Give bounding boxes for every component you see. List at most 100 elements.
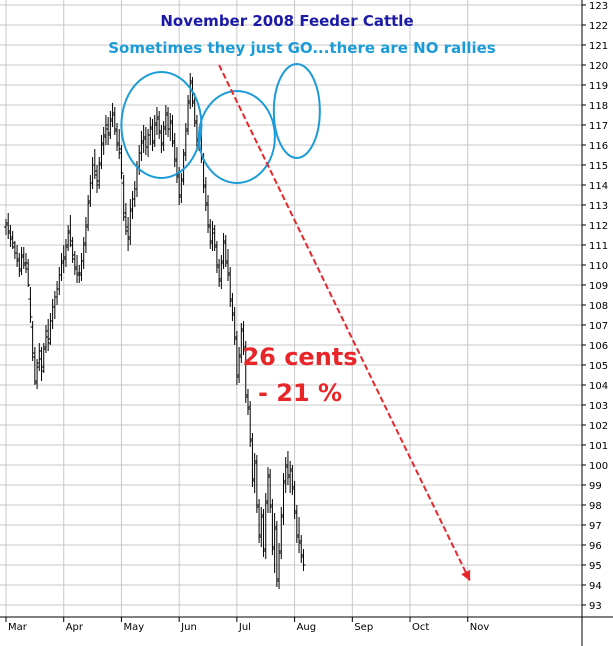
highlight-circle	[120, 71, 203, 179]
ohlc-bar	[188, 73, 193, 109]
ohlc-bar	[270, 499, 275, 555]
ohlc-bar	[285, 451, 290, 485]
ohlc-bar	[245, 389, 250, 415]
ohlc-bar	[230, 293, 235, 321]
ohlc-bar	[170, 115, 175, 147]
trend-arrow-line	[218, 64, 471, 582]
ohlc-bar	[139, 131, 144, 161]
grid-lines	[0, 0, 582, 617]
ohlc-bar	[68, 215, 73, 247]
y-tick-label: 115	[589, 161, 608, 172]
ohlc-bar	[206, 195, 211, 233]
ohlc-bar	[299, 535, 304, 563]
ohlc-bar	[237, 347, 242, 383]
ohlc-bar	[95, 165, 100, 193]
y-tick-label: 94	[589, 581, 602, 592]
ohlc-bar	[150, 119, 155, 151]
ohlc-bar	[268, 469, 273, 513]
ohlc-bar	[108, 111, 113, 139]
y-tick-label: 102	[589, 421, 608, 432]
x-tick-label: Apr	[66, 622, 84, 633]
ohlc-bar	[126, 217, 131, 251]
ohlc-bar	[81, 237, 86, 269]
ohlc-bar	[86, 195, 91, 231]
ohlc-bar	[179, 173, 184, 203]
ohlc-bar	[257, 499, 262, 543]
ohlc-bar	[63, 239, 68, 267]
ohlc-bar	[290, 465, 295, 495]
ohlc-bar	[83, 217, 88, 253]
ohlc-bar	[223, 235, 228, 267]
ohlc-bar	[128, 199, 133, 245]
ohlc-bar	[248, 401, 253, 447]
ohlc-bar	[168, 113, 173, 141]
ohlc-bar	[26, 259, 31, 287]
y-tick-label: 93	[589, 601, 602, 612]
ohlc-bar	[37, 343, 42, 371]
ohlc-bar	[181, 149, 186, 185]
x-tick-label: Jun	[180, 622, 197, 633]
y-tick-label: 118	[589, 101, 608, 112]
ohlc-bar	[39, 347, 44, 381]
ohlc-bar	[75, 255, 80, 283]
ohlc-bar	[61, 245, 66, 273]
ohlc-bar	[157, 111, 162, 139]
ohlc-bar	[243, 341, 248, 403]
y-tick-label: 121	[589, 41, 608, 52]
ohlc-bar	[141, 125, 146, 153]
ohlc-bar	[154, 107, 159, 135]
y-tick-label: 107	[589, 321, 608, 332]
ohlc-bar	[274, 521, 279, 587]
ohlc-bar	[72, 251, 77, 275]
ohlc-bar	[163, 105, 168, 135]
ohlc-bar	[192, 93, 197, 127]
ohlc-bar	[241, 321, 246, 355]
y-tick-label: 105	[589, 361, 608, 372]
y-tick-label: 123	[589, 1, 608, 12]
ohlc-bar	[15, 245, 20, 267]
ohlc-bar	[8, 225, 13, 247]
ohlc-bar	[70, 237, 75, 263]
ohlc-bar	[110, 103, 115, 127]
ohlc-bar	[297, 517, 302, 553]
ohlc-bar	[292, 481, 297, 519]
ohlc-bar	[208, 219, 213, 249]
ohlc-bar	[221, 233, 226, 269]
ohlc-bar	[226, 249, 230, 281]
ohlc-bar	[46, 319, 51, 351]
highlight-circle	[197, 90, 276, 184]
annotation-cents: 26 cents	[242, 343, 357, 371]
x-tick-label: Mar	[8, 622, 28, 633]
x-tick-label: Jul	[238, 622, 251, 633]
ohlc-bar	[77, 265, 82, 283]
y-tick-label: 96	[589, 541, 602, 552]
y-tick-label: 110	[589, 261, 608, 272]
ohlc-bar	[19, 247, 24, 275]
trend-arrow-head	[461, 569, 471, 581]
ohlc-bar	[217, 259, 222, 287]
ohlc-bar	[23, 253, 28, 273]
ohlc-bar	[281, 473, 286, 525]
y-tick-label: 101	[589, 441, 608, 452]
ohlc-bar	[92, 149, 97, 179]
y-tick-label: 103	[589, 401, 608, 412]
ohlc-bar	[152, 115, 157, 147]
ohlc-bar	[172, 133, 177, 167]
ohlc-bars	[4, 73, 306, 589]
ohlc-bar	[261, 509, 266, 557]
x-axis-ticks: Mar Apr May Jun Jul Aug Sep Oct Nov	[5, 617, 489, 633]
ohlc-bar	[121, 175, 126, 221]
ohlc-bar	[115, 123, 119, 151]
ohlc-bar	[123, 203, 128, 235]
ohlc-bar	[272, 513, 277, 573]
ohlc-bar	[101, 127, 106, 155]
ohlc-bar	[32, 347, 37, 385]
y-tick-label: 111	[589, 241, 608, 252]
chart-title: November 2008 Feeder Cattle	[160, 12, 413, 30]
y-tick-label: 114	[589, 181, 608, 192]
ohlc-bar	[6, 213, 11, 239]
y-tick-label: 106	[589, 341, 608, 352]
ohlc-bar	[148, 117, 153, 145]
ohlc-bar	[277, 543, 282, 589]
